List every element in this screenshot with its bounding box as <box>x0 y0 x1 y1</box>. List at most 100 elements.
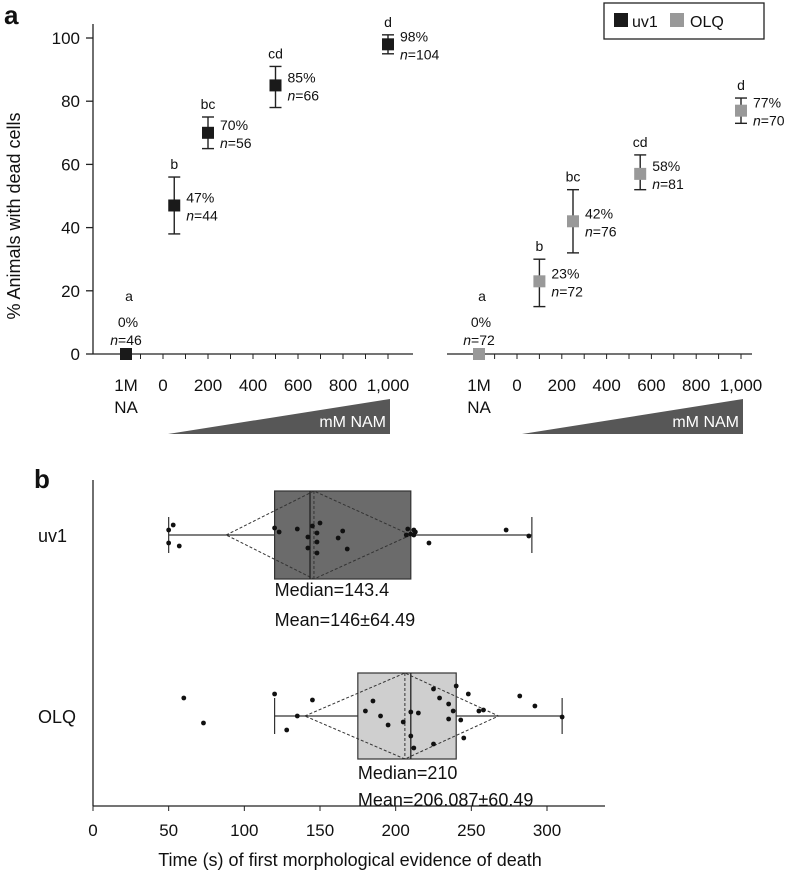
observation-dot <box>294 713 300 719</box>
nam-label: mM NAM <box>672 414 739 431</box>
x-tick-label-na-1: 1M <box>467 376 491 395</box>
y-tick-label: 80 <box>61 92 80 111</box>
y-tick-label: 60 <box>61 155 80 174</box>
significance-letter: cd <box>268 45 283 61</box>
data-point-OLQ <box>567 215 579 228</box>
data-point-OLQ <box>533 275 546 288</box>
x-tick-label: 800 <box>329 376 357 395</box>
n-label: n=70 <box>753 113 785 129</box>
observation-dot <box>403 532 409 538</box>
x-tick-label-na-1: 1M <box>114 376 138 395</box>
panel-a-chart: 0 20 40 60 80 100 % Animals with dead cells 0 20… <box>4 2 785 434</box>
data-point-uv1 <box>202 126 214 139</box>
observation-dot <box>458 717 464 723</box>
observation-dot <box>314 530 320 536</box>
mean-diamond <box>225 490 413 580</box>
n-label: n=104 <box>400 46 440 62</box>
data-point-OLQ <box>473 348 485 360</box>
observation-dot <box>405 526 411 532</box>
observation-dot <box>400 719 406 725</box>
mean-label-OLQ: Mean=206.087±60.49 <box>358 790 534 810</box>
nam-gradient-wedge <box>522 399 743 434</box>
observation-dot <box>370 698 376 704</box>
x-tick-label: 200 <box>548 376 576 395</box>
observation-dot <box>272 691 277 697</box>
b-x-tick-label: 150 <box>306 821 334 840</box>
percent-label: 85% <box>288 69 316 85</box>
observation-dot <box>335 535 341 541</box>
observation-dot <box>305 545 311 551</box>
data-point-uv1 <box>382 38 394 51</box>
b-x-axis-title: Time (s) of first morphological evidence… <box>158 850 542 870</box>
y-tick-label: 20 <box>61 282 80 301</box>
b-x-tick-label: 200 <box>381 821 409 840</box>
n-label: n=46 <box>110 332 142 348</box>
observation-dot <box>476 708 482 714</box>
significance-letter: b <box>536 238 544 254</box>
significance-letter: cd <box>633 134 648 150</box>
observation-dot <box>517 693 523 699</box>
observation-dot <box>446 701 452 707</box>
y-axis-title: % Animals with dead cells <box>4 112 24 319</box>
x-tick-label-na-2: NA <box>467 398 491 417</box>
n-label: n=72 <box>463 332 495 348</box>
observation-dot <box>170 522 176 528</box>
y-tick-label: 40 <box>61 219 80 238</box>
observation-dot <box>532 703 538 709</box>
x-tick-label: 0 <box>158 376 167 395</box>
n-label: n=81 <box>652 176 684 192</box>
nam-gradient-wedge <box>168 399 390 434</box>
observation-dot <box>526 533 532 539</box>
observation-dot <box>431 686 436 692</box>
observation-dot <box>284 727 290 733</box>
observation-dot <box>481 707 486 713</box>
percent-label: 0% <box>118 314 138 330</box>
data-point-uv1 <box>168 199 181 212</box>
observation-dot <box>272 525 277 531</box>
observation-dot <box>166 540 172 546</box>
observation-dot <box>201 720 206 726</box>
percent-label: 0% <box>471 314 491 330</box>
y-tick-label: 0 <box>71 345 80 364</box>
observation-dot <box>276 529 282 535</box>
observation-dot <box>305 534 311 540</box>
panel-letter-b: b <box>34 464 50 494</box>
n-label: n=76 <box>585 223 617 239</box>
n-label: n=56 <box>220 135 252 151</box>
observation-dot <box>461 735 467 741</box>
observation-dot <box>378 713 383 719</box>
observation-dot <box>310 523 315 529</box>
x-tick-label: 800 <box>682 376 710 395</box>
significance-letter: bc <box>566 169 581 185</box>
data-point-OLQ <box>735 104 747 117</box>
significance-letter: a <box>478 288 486 304</box>
observation-dot <box>450 708 456 714</box>
observation-dot <box>411 745 417 751</box>
observation-dot <box>503 527 509 533</box>
percent-label: 70% <box>220 117 248 133</box>
y-tick-label: 100 <box>52 29 80 48</box>
b-x-tick-label: 50 <box>159 821 178 840</box>
mean-diamond <box>303 672 500 760</box>
x-tick-label: 200 <box>194 376 222 395</box>
n-label: n=72 <box>551 283 583 299</box>
b-x-tick-label: 100 <box>230 821 258 840</box>
observation-dot <box>344 546 350 552</box>
observation-dot <box>453 683 459 689</box>
observation-dot <box>426 540 432 546</box>
x-tick-label: 600 <box>284 376 312 395</box>
observation-dot <box>411 532 417 538</box>
significance-letter: b <box>170 156 178 172</box>
observation-dot <box>408 733 414 739</box>
observation-dot <box>166 527 172 533</box>
panel-b-chart: 0 50 100 150 200 250 300 Time (s) of first morp… <box>38 480 605 870</box>
data-point-uv1 <box>120 348 132 360</box>
percent-label: 58% <box>652 158 680 174</box>
b-group-label-OLQ: OLQ <box>38 707 76 727</box>
significance-letter: bc <box>201 96 216 112</box>
x-tick-label: 400 <box>592 376 620 395</box>
x-tick-label: 1,000 <box>720 376 763 395</box>
data-point-OLQ <box>634 167 647 180</box>
observation-dot <box>446 716 452 722</box>
legend-label-olq: OLQ <box>690 14 724 31</box>
